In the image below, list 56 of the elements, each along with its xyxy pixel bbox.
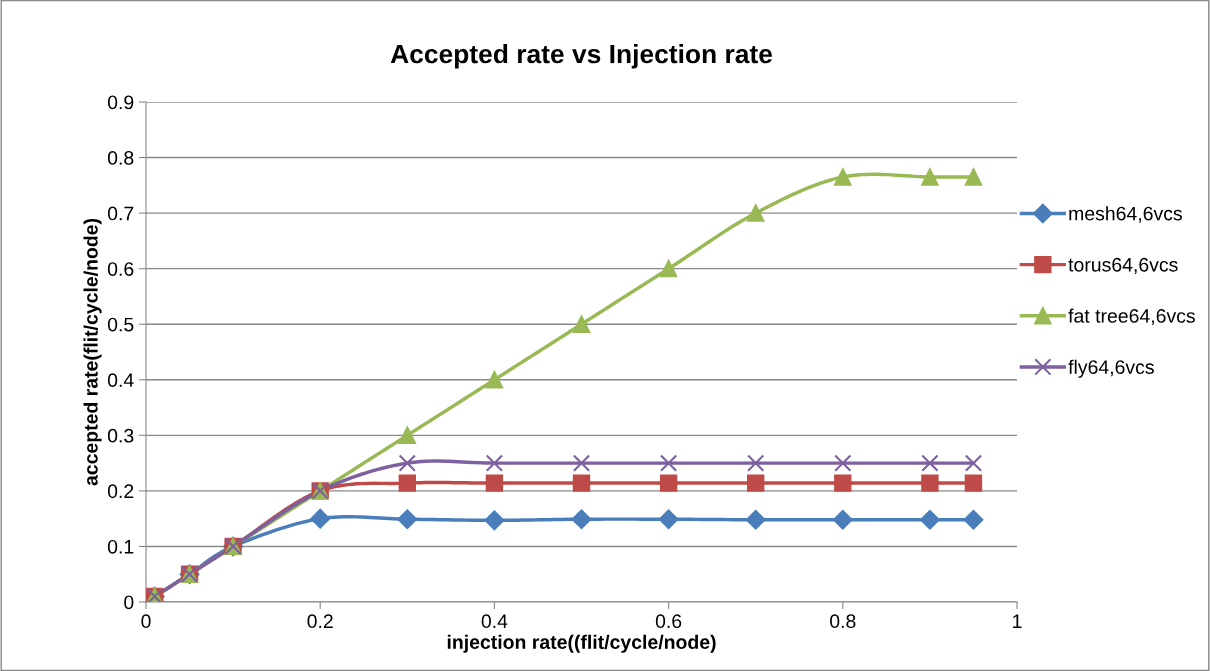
point [834,454,852,472]
point [964,454,983,472]
point [747,204,765,222]
point [398,454,416,472]
point [747,454,765,472]
y-tick-label: 0.2 [107,484,134,499]
legend-label: mesh64,6vcs [1069,206,1182,223]
point [572,474,591,492]
x-tick-label: 0.4 [481,614,508,629]
point [964,474,983,492]
point [747,474,765,492]
point [398,426,416,445]
point [659,474,678,492]
y-tick-label: 0.6 [107,262,134,276]
point [832,509,853,530]
point [484,510,505,531]
legend-label: fly64,6vcs [1068,359,1154,378]
point [921,168,939,186]
legend-label: fat tree64,6vcs [1068,308,1195,326]
y-tick-label: 0.4 [107,373,134,388]
chart-title: Accepted rate vs Injection rate [390,43,773,69]
y-tick-label: 0.1 [107,539,134,554]
y-tick-label: 0.9 [107,95,134,110]
legend-label: torus64,6vcs [1068,257,1178,274]
y-tick-label: 0.8 [107,151,134,165]
y-tick-label: 0.7 [107,206,134,221]
point [659,454,678,472]
y-tick-label: 0.5 [107,317,134,332]
point [920,509,940,530]
x-tick-label: 0.6 [655,614,682,629]
point [834,168,852,186]
point [659,259,678,278]
y-tick-label: 0.3 [107,428,134,443]
x-tick-label: 0 [141,614,151,629]
point [310,508,331,529]
point [658,509,679,530]
point [921,474,939,492]
y-axis-title: accepted rate(flit/cycle/node) [83,218,102,486]
point [745,509,766,530]
point [485,454,504,472]
point [572,315,591,333]
point [571,509,592,530]
point [485,474,504,492]
point [572,454,591,472]
point [963,509,984,530]
x-tick-label: 1 [1013,614,1022,628]
x-tick-label: 0.2 [307,614,333,629]
point [921,454,939,472]
y-tick-label: 0 [124,595,134,610]
point [398,474,416,492]
point [964,168,983,186]
x-axis-title: injection rate((flit/cycle/node) [447,634,716,653]
x-tick-label: 0.8 [830,614,856,629]
point [485,371,504,389]
point [397,509,418,530]
point [834,474,852,492]
